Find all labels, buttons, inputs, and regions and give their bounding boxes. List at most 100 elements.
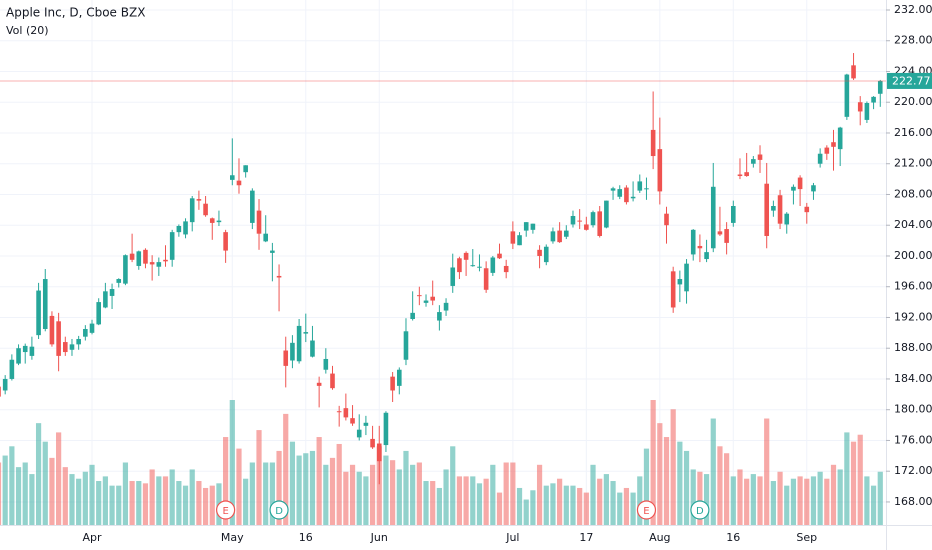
candle-body <box>610 188 616 191</box>
candle-body <box>564 230 569 237</box>
volume-bar <box>650 400 656 525</box>
volume-bar <box>0 462 2 525</box>
volume-bar <box>323 464 329 525</box>
candle-body <box>196 199 202 201</box>
volume-bar <box>850 441 857 525</box>
volume-bar <box>116 485 122 525</box>
candle-body <box>604 200 609 228</box>
volume-bar <box>89 464 95 525</box>
x-tick-label: 16 <box>299 531 313 544</box>
volume-bar <box>303 453 309 525</box>
volume-bar <box>757 476 763 525</box>
volume-bar <box>403 450 409 525</box>
candle-body <box>303 332 309 334</box>
volume-bar <box>423 481 429 525</box>
y-tick-label: 188.00 <box>894 341 932 354</box>
candle-body <box>336 411 342 413</box>
candle-body <box>543 246 549 263</box>
volume-bar <box>35 423 42 525</box>
candle-body <box>463 252 469 260</box>
volume-bar <box>630 492 636 525</box>
x-tick-label: Jun <box>370 531 388 544</box>
y-tick-label: 212.00 <box>894 157 932 170</box>
volume-bar <box>870 485 877 525</box>
volume-bar <box>142 483 149 525</box>
candle-body <box>223 232 228 251</box>
y-tick-label: 216.00 <box>894 126 932 139</box>
volume-bar <box>223 437 229 525</box>
volume-bar <box>784 485 790 525</box>
volume-bar <box>76 478 82 525</box>
volume-bar <box>9 446 15 525</box>
volume-bar <box>817 471 823 525</box>
volume-bar <box>283 413 289 525</box>
volume-bar <box>229 400 235 525</box>
candle-body <box>857 102 863 112</box>
volume-bar <box>96 481 102 525</box>
volume-bar <box>523 499 529 525</box>
last-price-box <box>887 72 932 89</box>
volume-bar <box>797 476 803 525</box>
candle-body <box>443 302 449 311</box>
volume-bar <box>296 455 302 525</box>
volume-bar <box>677 441 683 525</box>
volume-bar <box>516 487 523 525</box>
y-tick-label: 200.00 <box>894 249 932 262</box>
candle-body <box>710 186 716 249</box>
candle-body <box>791 186 796 191</box>
volume-bar <box>209 485 215 525</box>
volume-bar <box>369 464 376 525</box>
candle-body <box>183 221 188 235</box>
candle-body <box>817 153 823 164</box>
volume-bar <box>249 462 255 525</box>
volume-bar <box>256 430 262 525</box>
event-label: E <box>222 506 228 517</box>
y-tick-label: 192.00 <box>894 310 932 323</box>
volume-bar <box>162 476 169 525</box>
volume-bar <box>136 481 142 525</box>
volume-bar <box>396 469 402 525</box>
volume-bar <box>416 462 422 525</box>
volume-bar <box>717 446 723 525</box>
candle-body <box>550 231 556 242</box>
candle-body <box>684 263 689 292</box>
candle-body <box>16 348 21 364</box>
event-label: D <box>696 506 704 517</box>
volume-bar <box>436 487 442 525</box>
volume-bar <box>663 437 670 525</box>
candle-body <box>624 187 629 203</box>
volume-bar <box>202 487 209 525</box>
volume-bar <box>410 464 416 525</box>
volume-bar <box>69 474 75 525</box>
volume-bar <box>450 446 456 525</box>
volume-bar <box>603 474 609 525</box>
x-tick-label: Apr <box>83 531 103 544</box>
volume-bar <box>476 483 483 525</box>
y-tick-label: 204.00 <box>894 218 932 231</box>
candle-body <box>557 230 562 243</box>
candle-body <box>96 302 101 325</box>
event-label: D <box>275 506 283 517</box>
candle-body <box>363 422 369 426</box>
candle-body <box>283 350 289 366</box>
volume-bar <box>597 478 603 525</box>
candle-body <box>169 232 175 260</box>
candle-body <box>704 252 709 260</box>
volume-bar <box>764 418 770 525</box>
candle-body <box>797 177 803 190</box>
volume-bar <box>770 481 776 525</box>
volume-bar <box>182 485 189 525</box>
volume-bar <box>49 457 55 525</box>
candle-body <box>296 325 302 362</box>
axes: 168.00 172.00 176.00 180.00 184.00 188.00 192.… <box>0 3 932 544</box>
volume-bar <box>643 448 650 525</box>
volume-bar <box>777 471 783 525</box>
volume-bar <box>710 418 716 525</box>
y-tick-label: 208.00 <box>894 187 932 200</box>
candle-body <box>490 257 496 273</box>
candle-body <box>323 358 329 370</box>
y-tick-label: 180.00 <box>894 403 932 416</box>
volume-bar <box>837 469 843 525</box>
candle-body <box>877 80 883 94</box>
candle-body <box>143 249 148 264</box>
